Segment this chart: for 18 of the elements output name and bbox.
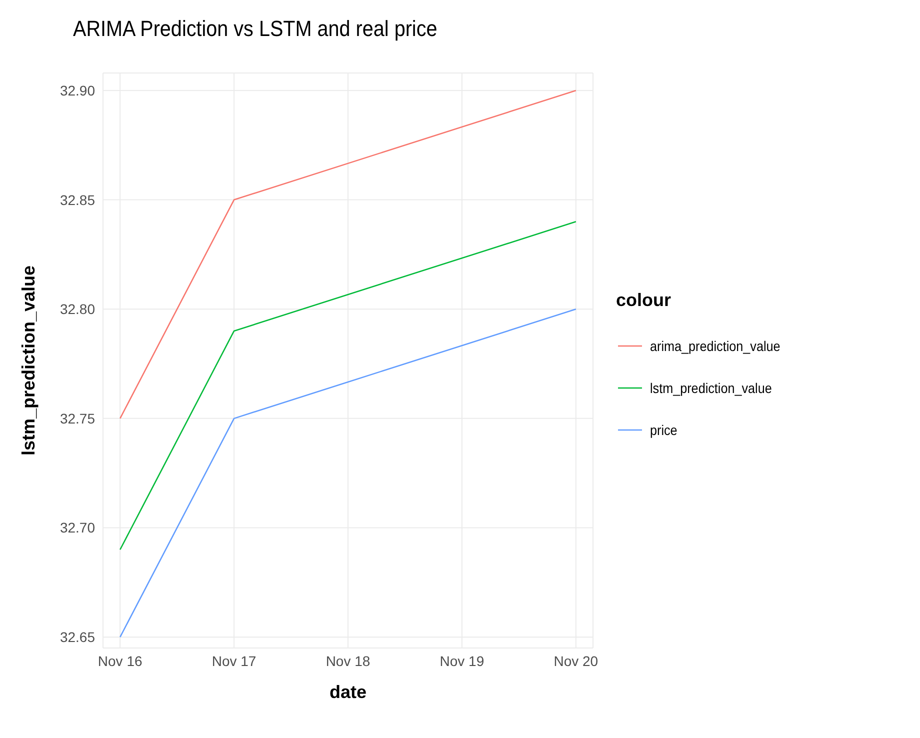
- x-tick-label: Nov 17: [212, 652, 256, 669]
- y-axis-title: lstm_prediction_value: [18, 265, 38, 456]
- x-tick-label: Nov 18: [326, 652, 370, 669]
- legend-title: colour: [616, 290, 672, 311]
- y-tick-label: 32.75: [60, 410, 96, 426]
- y-tick-label: 32.85: [60, 192, 96, 208]
- legend-label: price: [650, 422, 678, 438]
- y-tick-label: 32.80: [60, 301, 96, 318]
- x-tick-label: Nov 16: [98, 652, 142, 669]
- x-tick-label: Nov 20: [554, 652, 598, 669]
- y-tick-label: 32.70: [60, 520, 96, 536]
- y-tick-label: 32.90: [60, 82, 96, 98]
- legend-label: arima_prediction_value: [650, 338, 780, 354]
- x-axis-title: date: [329, 682, 367, 702]
- x-tick-label: Nov 19: [440, 652, 484, 669]
- legend-label: lstm_prediction_value: [650, 380, 772, 396]
- chart-title: ARIMA Prediction vs LSTM and real price: [73, 16, 438, 42]
- y-tick-label: 32.65: [60, 629, 96, 646]
